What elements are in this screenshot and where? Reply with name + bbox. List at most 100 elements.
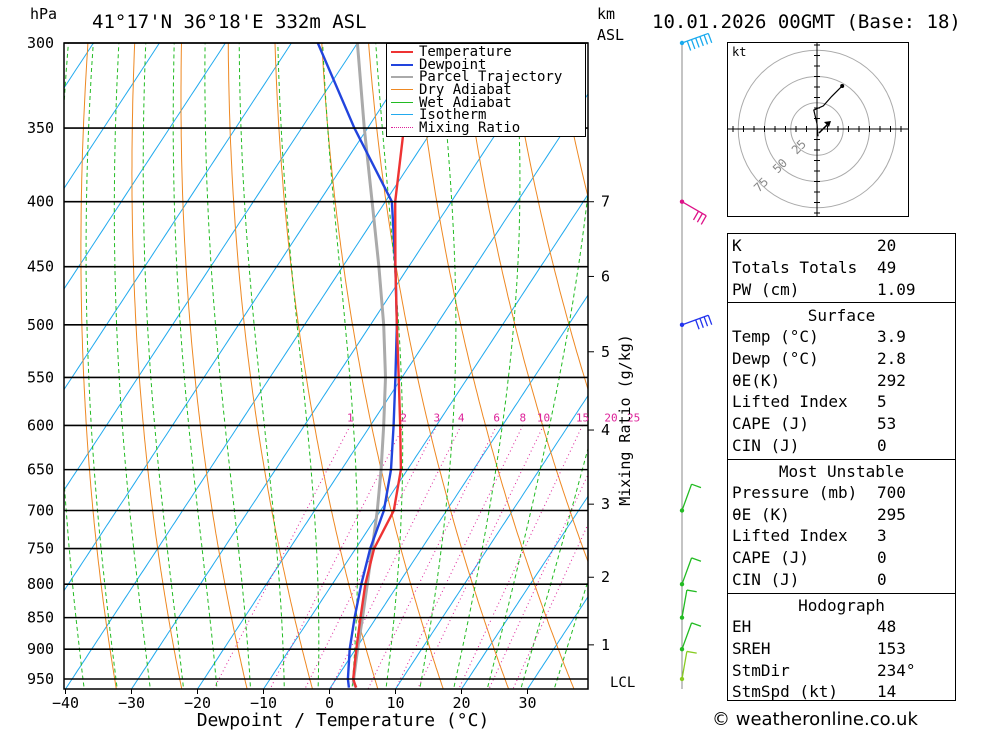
isotherm-line: [64, 43, 226, 290]
copyright-notice[interactable]: © weatheronline.co.uk: [712, 709, 918, 730]
wind-barb-flag: [690, 39, 696, 50]
stat-label: θE(K): [732, 371, 781, 390]
wet-adiabat-line: [142, 43, 185, 689]
x-tick-label: 30: [518, 694, 536, 712]
wind-barb: [679, 483, 702, 513]
wind-barb-flag: [699, 318, 704, 328]
chart-legend: Temperature Dewpoint Parcel Trajectory Dry …: [386, 43, 586, 137]
mixing-ratio-line: [304, 425, 438, 689]
km-tick-label: 7: [601, 193, 610, 211]
mixing-ratio-label: 2: [400, 411, 407, 424]
wind-barb: [679, 32, 713, 51]
legend-swatch: [391, 51, 413, 53]
mixing-ratio-label: 6: [493, 411, 500, 424]
wind-barb-flag: [695, 37, 700, 48]
parcel-trajectory-line: [351, 43, 388, 689]
pressure-tick-label: 950: [27, 670, 54, 688]
wind-barb-flag: [691, 483, 702, 489]
wind-barb-flag: [695, 319, 700, 330]
stat-label: Pressure (mb): [732, 483, 858, 502]
stats-table: K 20 Totals Totals 49 PW (cm) 1.09 Surface …: [727, 233, 956, 701]
plot-frame: [63, 42, 589, 690]
isotherm-line: [196, 93, 588, 689]
legend-item: Parcel Trajectory: [387, 71, 585, 84]
wind-barb-shaft: [681, 622, 693, 650]
pressure-unit-label: hPa: [30, 5, 58, 23]
wet-adiabat-line: [322, 43, 359, 689]
hodograph-endpoint: [840, 83, 845, 88]
divider: [728, 302, 955, 303]
wind-barb-flag: [692, 210, 700, 221]
wind-barb-flag: [686, 589, 697, 593]
wet-adiabat-line: [85, 43, 118, 689]
wind-barb-flag: [686, 40, 692, 51]
km-tick-label: 6: [601, 267, 610, 285]
pressure-tick-label: 400: [27, 193, 54, 211]
stat-label: Totals Totals: [732, 258, 858, 277]
stat-row-sreh: SREH 153: [732, 639, 951, 660]
legend-swatch: [391, 114, 413, 116]
dry-adiabat-line: [227, 43, 314, 689]
pressure-tick-label: 800: [27, 575, 54, 593]
mixing-ratio-line: [417, 425, 544, 689]
location-title: 41°17'N 36°18'E 332m ASL: [92, 11, 367, 33]
dry-adiabat-line: [368, 43, 510, 689]
wind-barb-flag: [700, 215, 707, 225]
wind-barb-shaft: [681, 557, 693, 585]
wind-barb: [679, 622, 702, 652]
isotherm-line: [64, 43, 358, 492]
stat-value: 153: [877, 639, 906, 658]
stat-label: Lifted Index: [732, 392, 848, 411]
wind-barb-flag: [707, 315, 713, 325]
stat-value: 48: [877, 617, 897, 636]
divider: [728, 459, 955, 460]
stat-label: PW (cm): [732, 280, 800, 299]
pressure-tick-label: 850: [27, 609, 54, 627]
isotherm-line: [526, 595, 588, 689]
stat-row-eh: EH 48: [732, 617, 951, 638]
legend-item: Wet Adiabat: [387, 94, 585, 111]
pressure-tick-label: 300: [27, 34, 54, 52]
wind-barb-shaft: [681, 32, 709, 44]
dry-adiabat-line: [461, 43, 588, 564]
legend-label: Wet Adiabat: [419, 94, 512, 111]
mixing-ratio-label: 25: [627, 411, 640, 424]
mixing-ratio-label: 8: [519, 411, 526, 424]
stat-label: CIN (J): [732, 570, 800, 589]
storm-motion-arrowhead: [824, 121, 831, 127]
stat-row-surface-cin: CIN (J) 0: [732, 436, 951, 457]
legend-label: Parcel Trajectory: [419, 69, 563, 86]
stat-row-tt: Totals Totals 49: [732, 258, 951, 279]
wind-barb: [679, 557, 702, 587]
stat-value: 53: [877, 414, 897, 433]
wind-barb-flag: [696, 213, 703, 223]
hodograph-trace: [813, 85, 843, 137]
legend-swatch: [391, 101, 413, 103]
height-unit-label: km: [597, 5, 616, 23]
stat-value: 0: [877, 548, 887, 567]
mixing-ratio-label: 4: [458, 411, 465, 424]
isotherm-line: [64, 43, 292, 391]
stat-row-k: K 20: [732, 236, 951, 257]
legend-swatch: [391, 127, 413, 129]
x-tick-label: −40: [52, 694, 79, 712]
pressure-tick-label: 350: [27, 119, 54, 137]
pressure-tick-label: 500: [27, 316, 54, 334]
stat-label: Dewp (°C): [732, 349, 819, 368]
legend-swatch: [391, 89, 413, 91]
x-tick-label: 0: [325, 694, 334, 712]
wet-adiabat-line: [553, 579, 588, 689]
dry-adiabat-line: [131, 43, 183, 689]
mixing-ratio-label: 10: [537, 411, 550, 424]
x-tick-label: 10: [386, 694, 404, 712]
stat-row-surface-cape: CAPE (J) 53: [732, 414, 951, 435]
mixing-ratio-line: [458, 425, 583, 689]
stat-row-surface-temp: Temp (°C) 3.9: [732, 327, 951, 348]
pressure-tick-label: 650: [27, 461, 54, 479]
stat-label: SREH: [732, 639, 771, 658]
wet-adiabat-line: [277, 43, 320, 689]
km-tick-label: 5: [601, 343, 610, 361]
mixing-ratio-line: [329, 425, 462, 689]
stat-label: Lifted Index: [732, 526, 848, 545]
isotherm-line: [394, 394, 588, 689]
